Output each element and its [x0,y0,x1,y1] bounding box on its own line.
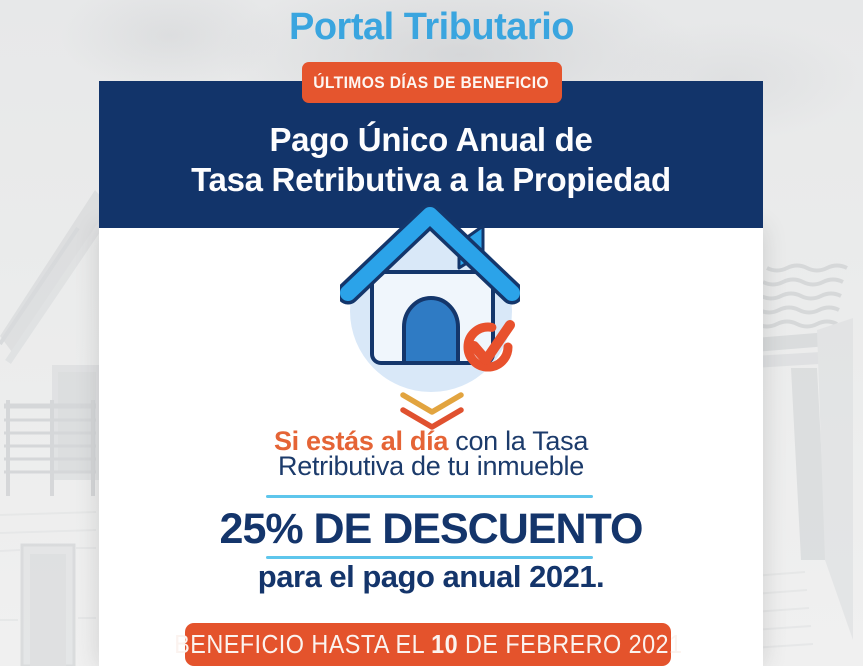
check-circle-icon [463,320,515,372]
banner-title-line1: Pago Único Anual de [269,121,593,158]
brand-title: Portal Tributario [289,6,574,48]
discount-subline: para el pago anual 2021. [257,559,605,594]
cloud-shape [60,0,280,90]
discount-headline: 25% DE DESCUENTO [219,505,644,553]
main-banner: Pago Único Anual de Tasa Retributiva a l… [99,81,763,228]
chevron-down-icon [400,392,464,430]
condition-text: Si estás al día con la Tasa Retributiva … [99,426,763,481]
deadline-prefix: BENEFICIO HASTA EL [173,629,431,659]
deadline-text: BENEFICIO HASTA EL 10 DE FEBRERO 2021 [174,629,682,660]
ribbon-badge: ÚLTIMOS DÍAS DE BENEFICIO [301,62,562,103]
house-icon [336,203,524,392]
ribbon-label: ÚLTIMOS DÍAS DE BENEFICIO [313,72,550,92]
condition-line2: Retributiva de tu inmueble [278,451,584,481]
condition-rest: con la Tasa [448,426,589,456]
deadline-day: 10 [430,629,458,659]
deadline-suffix: DE FEBRERO 2021 [457,629,683,659]
condition-highlight: Si estás al día [273,426,449,456]
left-house-photo-icon [0,190,110,666]
right-house-photo-icon [753,263,853,649]
divider-top [266,495,593,498]
banner-title-line2: Tasa Retributiva a la Propiedad [191,161,671,198]
divider-bottom [266,556,593,559]
deadline-banner: BENEFICIO HASTA EL 10 DE FEBRERO 2021 [174,623,682,666]
